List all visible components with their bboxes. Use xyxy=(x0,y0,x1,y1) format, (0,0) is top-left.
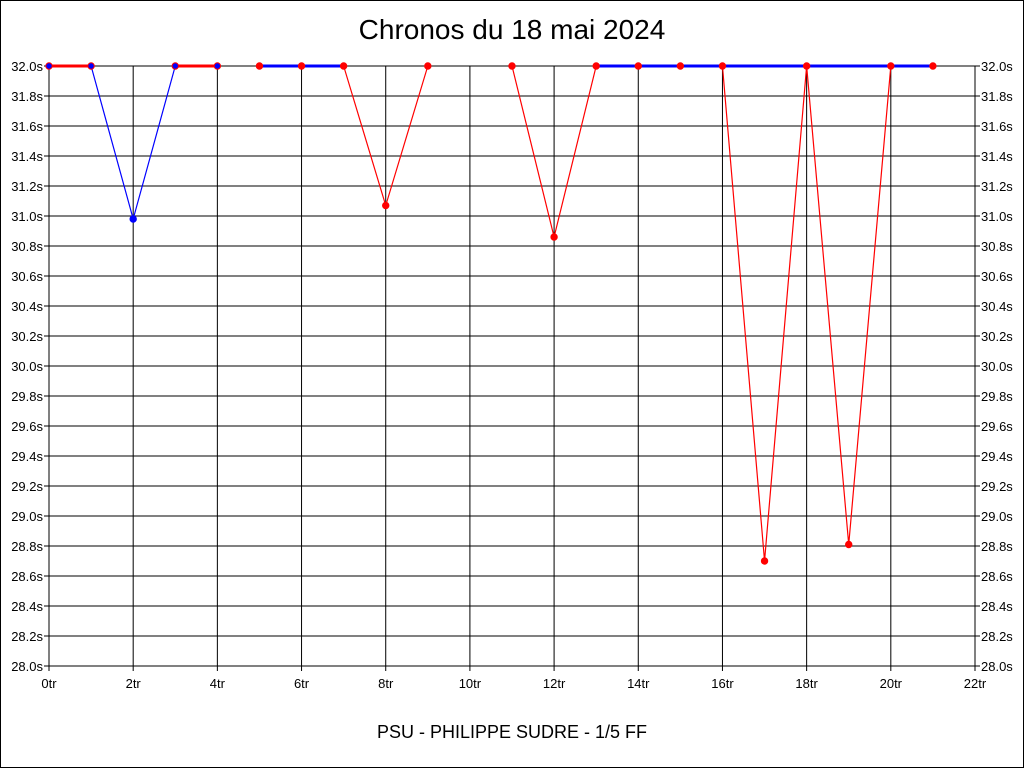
y-tick-label-right: 29.4s xyxy=(981,449,1013,464)
y-tick-label-right: 29.8s xyxy=(981,389,1013,404)
y-tick-label-right: 28.0s xyxy=(981,659,1013,674)
y-tick-label-left: 31.4s xyxy=(11,149,43,164)
y-tick-label-left: 28.8s xyxy=(11,539,43,554)
y-tick-label-left: 30.0s xyxy=(11,359,43,374)
x-tick-label: 14tr xyxy=(627,676,650,691)
data-point xyxy=(718,62,727,70)
y-tick-label-left: 32.0s xyxy=(11,59,43,74)
x-tick-label: 4tr xyxy=(210,676,226,691)
chart-title: Chronos du 18 mai 2024 xyxy=(358,14,666,45)
data-point xyxy=(382,201,390,210)
y-tick-label-right: 31.0s xyxy=(981,209,1013,224)
x-tick-label: 16tr xyxy=(711,676,734,691)
y-tick-label-left: 29.6s xyxy=(11,419,43,434)
data-point xyxy=(550,233,558,241)
y-tick-label-right: 30.2s xyxy=(981,329,1013,344)
y-tick-label-right: 31.6s xyxy=(981,119,1013,134)
y-tick-label-right: 29.0s xyxy=(981,509,1013,524)
chart-footer: PSU - PHILIPPE SUDRE - 1/5 FF xyxy=(376,722,648,742)
data-point xyxy=(129,215,137,223)
y-tick-label-left: 29.0s xyxy=(11,509,43,524)
data-point xyxy=(508,62,516,70)
data-point xyxy=(45,62,53,70)
y-tick-label-left: 31.6s xyxy=(11,119,43,134)
data-point xyxy=(87,62,95,70)
x-tick-label: 18tr xyxy=(795,676,818,691)
x-tick-label: 8tr xyxy=(378,676,394,691)
y-tick-label-right: 28.8s xyxy=(981,539,1013,554)
y-tick-label-right: 30.0s xyxy=(981,359,1013,374)
x-tick-label: 10tr xyxy=(459,676,482,691)
y-tick-label-left: 28.6s xyxy=(11,569,43,584)
y-tick-label-left: 29.4s xyxy=(11,449,43,464)
y-tick-label-right: 31.8s xyxy=(981,89,1013,104)
y-tick-label-left: 30.6s xyxy=(11,269,43,284)
data-point xyxy=(887,62,895,70)
data-point xyxy=(171,62,179,70)
data-point xyxy=(297,62,306,70)
y-tick-label-right: 31.2s xyxy=(981,179,1013,194)
y-tick-label-left: 30.4s xyxy=(11,299,43,314)
y-tick-label-right: 30.6s xyxy=(981,269,1013,284)
x-tick-label: 0tr xyxy=(41,676,57,691)
y-tick-label-right: 29.6s xyxy=(981,419,1013,434)
data-point xyxy=(339,62,348,70)
data-point xyxy=(592,62,600,70)
y-tick-label-left: 28.0s xyxy=(11,659,43,674)
y-tick-label-right: 31.4s xyxy=(981,149,1013,164)
y-tick-label-right: 30.8s xyxy=(981,239,1013,254)
x-tick-label: 2tr xyxy=(126,676,142,691)
y-tick-label-right: 28.2s xyxy=(981,629,1013,644)
data-point xyxy=(929,62,937,70)
y-tick-label-left: 31.0s xyxy=(11,209,43,224)
y-tick-label-left: 30.2s xyxy=(11,329,43,344)
y-tick-label-left: 30.8s xyxy=(11,239,43,254)
x-tick-label: 12tr xyxy=(543,676,566,691)
data-point xyxy=(845,540,853,549)
y-tick-label-left: 28.4s xyxy=(11,599,43,614)
x-tick-label: 22tr xyxy=(964,676,987,691)
data-point xyxy=(802,62,811,70)
data-point xyxy=(760,557,769,565)
data-point xyxy=(213,62,222,70)
y-tick-label-right: 29.2s xyxy=(981,479,1013,494)
y-tick-label-right: 28.4s xyxy=(981,599,1013,614)
y-tick-label-left: 29.2s xyxy=(11,479,43,494)
y-tick-label-right: 30.4s xyxy=(981,299,1013,314)
y-tick-label-left: 31.8s xyxy=(11,89,43,104)
y-tick-label-left: 31.2s xyxy=(11,179,43,194)
y-tick-label-left: 29.8s xyxy=(11,389,43,404)
y-tick-label-left: 28.2s xyxy=(11,629,43,644)
y-tick-label-right: 32.0s xyxy=(981,59,1013,74)
data-point xyxy=(255,62,264,70)
y-tick-label-right: 28.6s xyxy=(981,569,1013,584)
data-point xyxy=(634,62,642,70)
x-tick-label: 6tr xyxy=(294,676,310,691)
x-tick-label: 20tr xyxy=(880,676,903,691)
data-point xyxy=(676,62,685,70)
data-point xyxy=(424,62,432,70)
